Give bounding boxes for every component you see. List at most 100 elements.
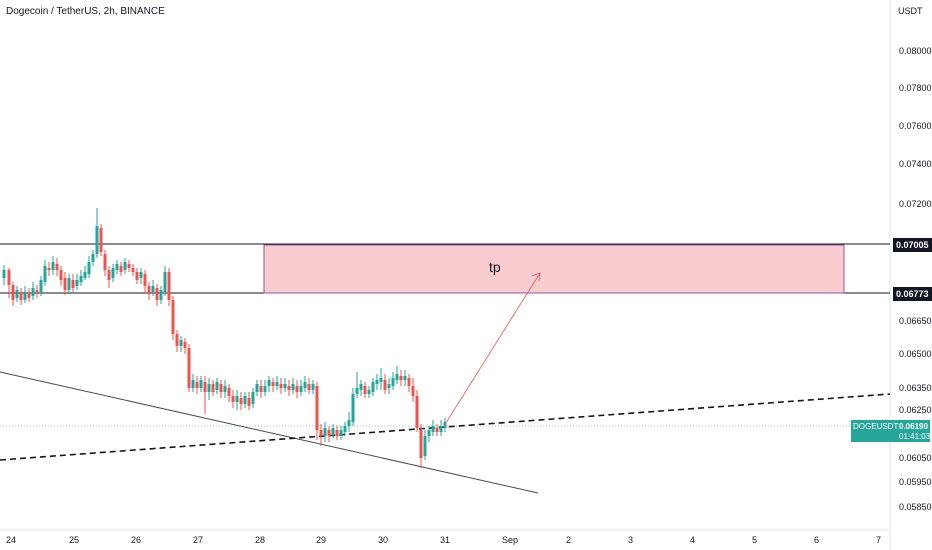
candle-body [71,280,75,288]
candle-body [43,266,47,282]
time-tick: 26 [131,535,141,545]
candle-body [415,396,419,428]
candlestick-series[interactable] [2,208,447,468]
candle-body [19,292,23,300]
candle-body [155,288,159,300]
candle-body [107,270,111,280]
take-profit-zone[interactable] [263,244,845,294]
time-tick: 25 [69,535,79,545]
time-axis[interactable]: 24 25 26 27 28 29 30 31 Sep 2 3 4 5 6 7 [6,535,881,545]
candle-body [91,254,95,262]
candle-body [67,278,71,290]
candle-body [47,268,51,270]
candle-body [231,396,235,402]
live-price-value: 0.06190 [899,422,928,431]
price-tick: 0.06250 [899,405,932,415]
candle-body [39,280,43,292]
live-price-tag: DOGEUSDT 0.06190 01:41:03 [851,420,930,442]
candle-body [423,436,427,456]
level-tag-upper: 0.07005 [893,238,932,252]
time-tick: 5 [752,535,757,545]
candle-body [343,426,347,432]
dashed-support-trendline[interactable] [0,393,891,461]
candle-body [327,430,331,436]
time-tick: 7 [876,535,881,545]
price-tick: 0.05950 [899,477,932,487]
candle-body [367,390,371,394]
descending-trendline[interactable] [0,371,539,494]
candle-body [247,398,251,406]
candle-body [63,278,67,290]
candle-body [387,384,391,388]
candle-body [263,386,267,392]
candle-body [2,270,6,278]
candle-body [355,388,359,394]
candle-body [111,268,115,278]
candle-body [279,384,283,388]
symbol-label: DOGEUSDT [853,422,899,431]
chart-title: Dogecoin / TetherUS, 2h, BINANCE [6,6,165,17]
candle-body [411,386,415,396]
candle-body [223,386,227,392]
candle-body [23,292,27,300]
candle-body [379,378,383,382]
candle-body [427,430,431,436]
candle-body [15,290,19,298]
time-tick: 30 [378,535,388,545]
candle-body [87,262,91,274]
candle-body [59,270,63,280]
candle-body [183,342,187,348]
candle-body [127,264,131,268]
candle-body [319,430,323,436]
candle-body [259,386,263,392]
candle-body [123,262,127,270]
candle-body [407,378,411,386]
candle-body [187,348,191,388]
candle-body [219,384,223,392]
price-tick: 0.07400 [899,159,932,169]
candle-body [95,226,99,254]
candle-body [135,272,139,280]
price-tick: 0.06650 [899,316,932,326]
candle-body [55,264,59,270]
time-tick: 4 [690,535,695,545]
price-tick: 0.07600 [899,121,932,131]
candle-body [351,394,355,422]
candle-body [267,380,271,386]
price-axis[interactable]: 0.08000 0.07800 0.07600 0.07400 0.07200 … [899,46,932,512]
candle-body [331,428,335,434]
projection-arrow[interactable] [443,272,541,427]
candle-body [235,396,239,402]
candle-body [103,254,107,270]
candle-body [203,382,207,392]
candle-body [7,270,11,285]
candle-body [371,382,375,392]
candle-body [347,420,351,426]
bar-countdown: 01:41:03 [899,432,931,441]
price-tick: 0.06350 [899,383,932,393]
candle-body [131,268,135,272]
candle-body [207,384,211,392]
candle-body [191,380,195,388]
candle-body [275,382,279,386]
candle-body [303,382,307,388]
candle-body [179,340,183,346]
time-tick: 2 [566,535,571,545]
candle-body [143,274,147,286]
price-tick: 0.05850 [899,502,932,512]
candle-body [79,276,83,282]
candle-body [195,382,199,388]
candle-body [403,376,407,380]
candle-body [251,392,255,404]
time-tick: 27 [193,535,203,545]
candle-body [311,384,315,390]
candle-body [171,300,175,334]
time-tick: 29 [316,535,326,545]
candle-body [11,285,15,300]
candle-body [215,382,219,390]
price-tick: 0.07200 [899,199,932,209]
candle-body [391,378,395,386]
time-tick: 28 [255,535,265,545]
candle-body [75,280,79,286]
